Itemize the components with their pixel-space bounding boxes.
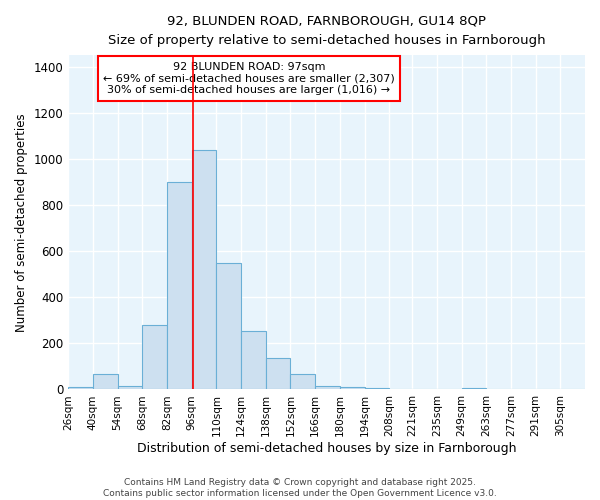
Text: Contains HM Land Registry data © Crown copyright and database right 2025.
Contai: Contains HM Land Registry data © Crown c…: [103, 478, 497, 498]
Title: 92, BLUNDEN ROAD, FARNBOROUGH, GU14 8QP
Size of property relative to semi-detach: 92, BLUNDEN ROAD, FARNBOROUGH, GU14 8QP …: [108, 15, 545, 47]
Bar: [217, 262, 241, 390]
Bar: [167, 182, 191, 390]
Bar: [365, 388, 389, 390]
Text: 92 BLUNDEN ROAD: 97sqm
← 69% of semi-detached houses are smaller (2,307)
30% of : 92 BLUNDEN ROAD: 97sqm ← 69% of semi-det…: [103, 62, 395, 95]
Bar: [290, 374, 315, 390]
Y-axis label: Number of semi-detached properties: Number of semi-detached properties: [15, 113, 28, 332]
Bar: [315, 386, 340, 390]
Bar: [266, 358, 290, 390]
Bar: [68, 387, 93, 390]
Bar: [340, 387, 365, 390]
Bar: [461, 388, 486, 390]
Bar: [93, 374, 118, 390]
Bar: [191, 150, 217, 390]
Bar: [241, 330, 266, 390]
Bar: [142, 325, 167, 390]
Bar: [118, 386, 142, 390]
X-axis label: Distribution of semi-detached houses by size in Farnborough: Distribution of semi-detached houses by …: [137, 442, 517, 455]
